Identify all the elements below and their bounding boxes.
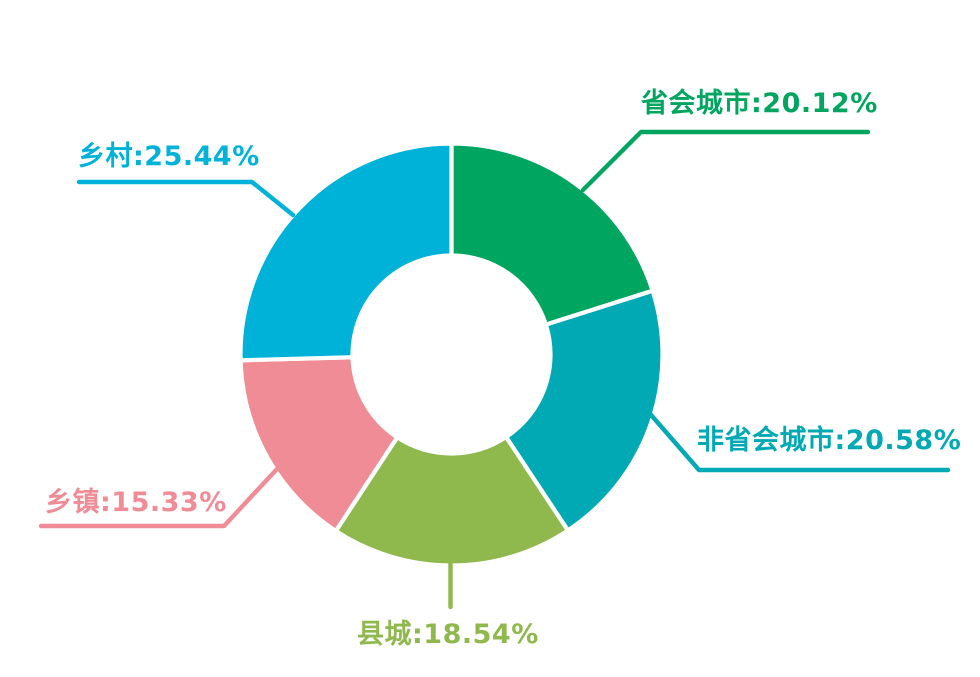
- leader-line-0: [580, 129, 871, 193]
- pie-slice-2: [332, 434, 571, 568]
- label-townships: 乡镇:15.33%: [45, 487, 227, 518]
- label-non-provincial-capital-cities: 非省会城市:20.58%: [697, 425, 962, 456]
- leader-line-3: [38, 466, 280, 529]
- label-provincial-capital-cities: 省会城市:20.12%: [641, 88, 878, 119]
- pie-slice-0: [449, 141, 656, 328]
- label-county-towns: 县城:18.54%: [357, 619, 539, 650]
- leader-line-4: [76, 179, 296, 218]
- pie-slice-4: [238, 141, 454, 363]
- leader-lines: [38, 129, 951, 610]
- label-villages: 乡村:25.44%: [78, 141, 260, 172]
- leader-line-1: [642, 405, 951, 473]
- pie-slice-1: [503, 288, 665, 534]
- pie-slice-3: [238, 355, 401, 534]
- donut-slices: [238, 141, 665, 568]
